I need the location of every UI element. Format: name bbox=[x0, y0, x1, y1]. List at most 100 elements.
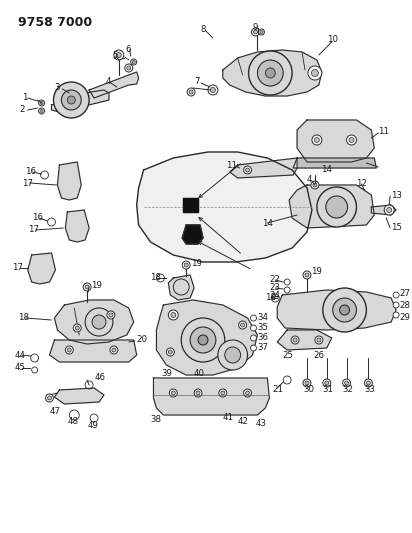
Text: 17: 17 bbox=[28, 225, 39, 235]
Text: 20: 20 bbox=[137, 335, 147, 344]
Circle shape bbox=[305, 273, 309, 277]
Circle shape bbox=[173, 279, 189, 295]
Circle shape bbox=[85, 285, 89, 289]
Circle shape bbox=[67, 348, 71, 352]
Circle shape bbox=[366, 381, 370, 385]
Circle shape bbox=[40, 109, 43, 112]
Circle shape bbox=[218, 340, 248, 370]
Polygon shape bbox=[52, 90, 109, 112]
Circle shape bbox=[112, 348, 116, 352]
Circle shape bbox=[75, 326, 79, 330]
Text: 39: 39 bbox=[162, 368, 172, 377]
Circle shape bbox=[303, 379, 311, 387]
Circle shape bbox=[46, 394, 54, 402]
Circle shape bbox=[47, 396, 52, 400]
Text: 4: 4 bbox=[106, 77, 112, 86]
Text: 49: 49 bbox=[87, 421, 98, 430]
Polygon shape bbox=[57, 162, 81, 200]
Circle shape bbox=[393, 302, 399, 308]
Polygon shape bbox=[137, 152, 312, 262]
Circle shape bbox=[190, 327, 216, 353]
Circle shape bbox=[54, 82, 89, 118]
Circle shape bbox=[110, 346, 118, 354]
Circle shape bbox=[92, 315, 106, 329]
Circle shape bbox=[250, 345, 256, 351]
Circle shape bbox=[272, 294, 279, 302]
Polygon shape bbox=[54, 300, 133, 344]
Text: 16: 16 bbox=[25, 167, 36, 176]
Circle shape bbox=[198, 335, 208, 345]
Polygon shape bbox=[230, 158, 297, 178]
Text: 41: 41 bbox=[223, 414, 234, 423]
Circle shape bbox=[114, 50, 124, 60]
Circle shape bbox=[315, 336, 323, 344]
Circle shape bbox=[323, 379, 331, 387]
Circle shape bbox=[250, 315, 256, 321]
Text: 13: 13 bbox=[391, 190, 402, 199]
Circle shape bbox=[349, 138, 354, 142]
Circle shape bbox=[211, 87, 215, 93]
Circle shape bbox=[291, 336, 299, 344]
Text: 17: 17 bbox=[22, 179, 33, 188]
Circle shape bbox=[325, 381, 329, 385]
Circle shape bbox=[326, 196, 348, 218]
Text: 47: 47 bbox=[49, 408, 61, 416]
Text: 43: 43 bbox=[255, 418, 267, 427]
Polygon shape bbox=[66, 210, 89, 242]
Circle shape bbox=[83, 283, 91, 291]
Polygon shape bbox=[277, 330, 332, 350]
Polygon shape bbox=[182, 225, 203, 244]
Text: 21: 21 bbox=[272, 385, 283, 394]
Circle shape bbox=[171, 391, 175, 395]
Circle shape bbox=[343, 379, 351, 387]
Text: 35: 35 bbox=[258, 324, 269, 333]
Text: 19: 19 bbox=[91, 280, 102, 289]
Circle shape bbox=[189, 90, 193, 94]
Circle shape bbox=[90, 414, 98, 422]
Circle shape bbox=[317, 187, 356, 227]
Text: 8: 8 bbox=[200, 26, 206, 35]
Circle shape bbox=[317, 338, 321, 342]
Circle shape bbox=[225, 347, 241, 363]
Circle shape bbox=[182, 261, 190, 269]
Text: 17: 17 bbox=[12, 263, 23, 272]
Circle shape bbox=[171, 312, 176, 318]
Circle shape bbox=[196, 391, 200, 395]
Circle shape bbox=[184, 263, 188, 267]
Circle shape bbox=[284, 287, 290, 293]
Text: 26: 26 bbox=[313, 351, 324, 359]
Text: 38: 38 bbox=[150, 416, 162, 424]
Circle shape bbox=[243, 166, 251, 174]
Polygon shape bbox=[293, 158, 376, 168]
Circle shape bbox=[314, 138, 319, 142]
Circle shape bbox=[39, 108, 44, 114]
Circle shape bbox=[303, 271, 311, 279]
Circle shape bbox=[393, 292, 399, 298]
Text: 44: 44 bbox=[15, 351, 26, 359]
Text: 11: 11 bbox=[378, 127, 389, 136]
Text: 48: 48 bbox=[67, 417, 78, 426]
Circle shape bbox=[243, 389, 251, 397]
Circle shape bbox=[187, 88, 195, 96]
Circle shape bbox=[66, 346, 73, 354]
Polygon shape bbox=[49, 340, 137, 362]
Circle shape bbox=[73, 324, 81, 332]
Circle shape bbox=[384, 205, 394, 215]
Circle shape bbox=[246, 168, 250, 172]
Text: 32: 32 bbox=[343, 385, 353, 394]
Circle shape bbox=[311, 181, 319, 189]
Text: 9758 7000: 9758 7000 bbox=[18, 16, 92, 29]
Text: 19: 19 bbox=[191, 259, 202, 268]
Text: 18: 18 bbox=[18, 313, 29, 322]
Circle shape bbox=[260, 30, 263, 34]
Circle shape bbox=[219, 389, 227, 397]
Text: 16: 16 bbox=[32, 214, 43, 222]
Circle shape bbox=[250, 325, 256, 331]
Text: 14: 14 bbox=[262, 219, 274, 228]
Circle shape bbox=[169, 310, 178, 320]
Circle shape bbox=[258, 29, 265, 35]
Circle shape bbox=[346, 135, 356, 145]
Text: 45: 45 bbox=[15, 364, 26, 373]
Text: 23: 23 bbox=[269, 284, 280, 293]
Circle shape bbox=[284, 279, 290, 285]
